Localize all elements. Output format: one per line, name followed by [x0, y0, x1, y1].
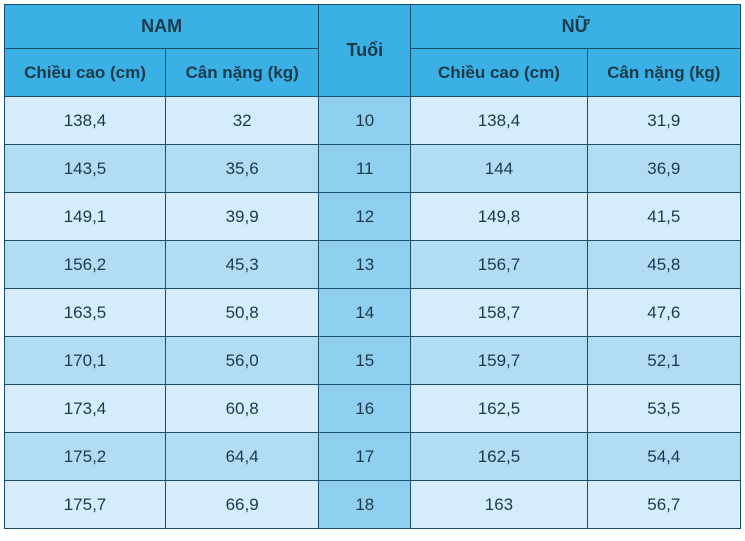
table-body: 138,43210138,431,9143,535,61114436,9149,…: [5, 97, 741, 529]
cell-female-height: 163: [411, 481, 587, 529]
table-row: 170,156,015159,752,1: [5, 337, 741, 385]
cell-age: 12: [319, 193, 411, 241]
header-female-weight: Cân nặng (kg): [587, 49, 740, 97]
cell-female-height: 162,5: [411, 385, 587, 433]
header-female: NỮ: [411, 5, 741, 49]
cell-female-weight: 31,9: [587, 97, 740, 145]
table-row: 175,264,417162,554,4: [5, 433, 741, 481]
table-row: 138,43210138,431,9: [5, 97, 741, 145]
header-age: Tuổi: [319, 5, 411, 97]
cell-female-weight: 45,8: [587, 241, 740, 289]
cell-male-weight: 39,9: [165, 193, 318, 241]
cell-female-weight: 52,1: [587, 337, 740, 385]
cell-male-weight: 64,4: [165, 433, 318, 481]
cell-male-height: 175,7: [5, 481, 166, 529]
cell-male-height: 163,5: [5, 289, 166, 337]
header-male-weight: Cân nặng (kg): [165, 49, 318, 97]
cell-age: 18: [319, 481, 411, 529]
cell-male-weight: 35,6: [165, 145, 318, 193]
cell-age: 17: [319, 433, 411, 481]
cell-female-weight: 56,7: [587, 481, 740, 529]
cell-male-weight: 50,8: [165, 289, 318, 337]
cell-male-height: 149,1: [5, 193, 166, 241]
cell-female-height: 144: [411, 145, 587, 193]
cell-female-height: 156,7: [411, 241, 587, 289]
cell-female-weight: 47,6: [587, 289, 740, 337]
cell-male-weight: 66,9: [165, 481, 318, 529]
cell-female-weight: 53,5: [587, 385, 740, 433]
cell-age: 14: [319, 289, 411, 337]
table-row: 143,535,61114436,9: [5, 145, 741, 193]
header-female-height: Chiều cao (cm): [411, 49, 587, 97]
cell-age: 10: [319, 97, 411, 145]
cell-male-height: 143,5: [5, 145, 166, 193]
table-row: 173,460,816162,553,5: [5, 385, 741, 433]
cell-female-weight: 36,9: [587, 145, 740, 193]
cell-male-height: 156,2: [5, 241, 166, 289]
cell-male-weight: 60,8: [165, 385, 318, 433]
table-row: 149,139,912149,841,5: [5, 193, 741, 241]
cell-age: 16: [319, 385, 411, 433]
cell-male-height: 138,4: [5, 97, 166, 145]
cell-male-weight: 56,0: [165, 337, 318, 385]
growth-table: NAM Tuổi NỮ Chiều cao (cm) Cân nặng (kg)…: [4, 4, 741, 529]
cell-age: 13: [319, 241, 411, 289]
cell-female-height: 158,7: [411, 289, 587, 337]
table-row: 156,245,313156,745,8: [5, 241, 741, 289]
cell-female-weight: 41,5: [587, 193, 740, 241]
cell-male-height: 175,2: [5, 433, 166, 481]
cell-female-height: 149,8: [411, 193, 587, 241]
cell-age: 11: [319, 145, 411, 193]
cell-female-weight: 54,4: [587, 433, 740, 481]
cell-age: 15: [319, 337, 411, 385]
table-row: 163,550,814158,747,6: [5, 289, 741, 337]
cell-male-weight: 45,3: [165, 241, 318, 289]
cell-female-height: 138,4: [411, 97, 587, 145]
table-row: 175,766,91816356,7: [5, 481, 741, 529]
cell-male-height: 170,1: [5, 337, 166, 385]
header-male-height: Chiều cao (cm): [5, 49, 166, 97]
header-male: NAM: [5, 5, 319, 49]
cell-male-height: 173,4: [5, 385, 166, 433]
cell-female-height: 162,5: [411, 433, 587, 481]
cell-male-weight: 32: [165, 97, 318, 145]
cell-female-height: 159,7: [411, 337, 587, 385]
